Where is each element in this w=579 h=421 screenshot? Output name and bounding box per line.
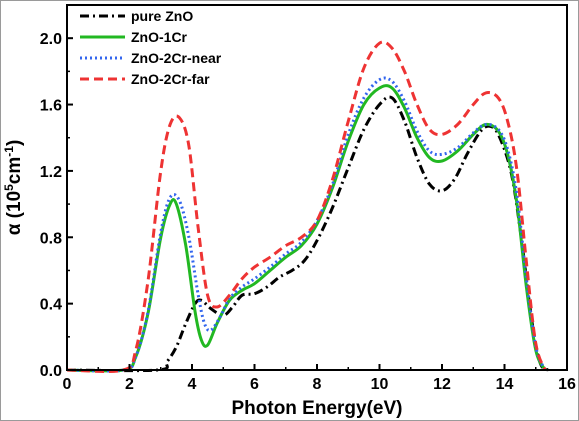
x-tick-label: 2 — [125, 376, 134, 393]
y-axis-title-unit-exponent: -1 — [2, 146, 16, 157]
y-tick-label: 1.2 — [40, 164, 62, 181]
x-axis-ticks: 0 2 4 6 8 10 12 14 16 — [63, 364, 576, 393]
series-line-1 — [66, 84, 547, 373]
y-axis-ticks: 0.0 0.4 0.8 1.2 1.6 2.0 — [40, 4, 73, 380]
y-tick-label: 1.6 — [40, 98, 62, 115]
x-tick-label: 12 — [433, 376, 451, 393]
y-tick-label: 2.0 — [40, 31, 62, 48]
y-axis-title-unit: cm — [4, 157, 25, 184]
x-tick-label: 10 — [371, 376, 389, 393]
x-tick-label: 6 — [250, 376, 259, 393]
legend-label-2: ZnO-2Cr-near — [131, 50, 222, 66]
y-tick-label: 0.0 — [40, 363, 62, 380]
series-line-3 — [66, 40, 547, 373]
legend-label-1: ZnO-1Cr — [131, 29, 188, 45]
y-axis-title-main: α (10 — [4, 191, 25, 235]
x-axis-title: Photon Energy(eV) — [231, 398, 402, 419]
y-tick-label: 0.4 — [40, 297, 62, 314]
legend-label-3: ZnO-2Cr-far — [131, 71, 210, 87]
y-axis-title-exponent: 5 — [2, 184, 16, 191]
y-axis-title-close: ) — [4, 140, 25, 146]
x-tick-label: 0 — [63, 376, 72, 393]
y-axis-title: α (105cm-1) — [2, 140, 25, 236]
x-tick-label: 16 — [558, 376, 576, 393]
legend: pure ZnO ZnO-1Cr ZnO-2Cr-near ZnO-2Cr-far — [80, 8, 222, 87]
series-lines — [66, 40, 552, 373]
svg-text:α (105cm-1): α (105cm-1) — [2, 140, 25, 236]
series-line-2 — [66, 76, 547, 373]
x-tick-label: 8 — [313, 376, 322, 393]
x-tick-label: 4 — [188, 376, 197, 393]
x-tick-label: 14 — [496, 376, 514, 393]
series-line-0 — [66, 95, 552, 373]
y-tick-label: 0.8 — [40, 230, 62, 247]
legend-label-0: pure ZnO — [131, 8, 193, 24]
